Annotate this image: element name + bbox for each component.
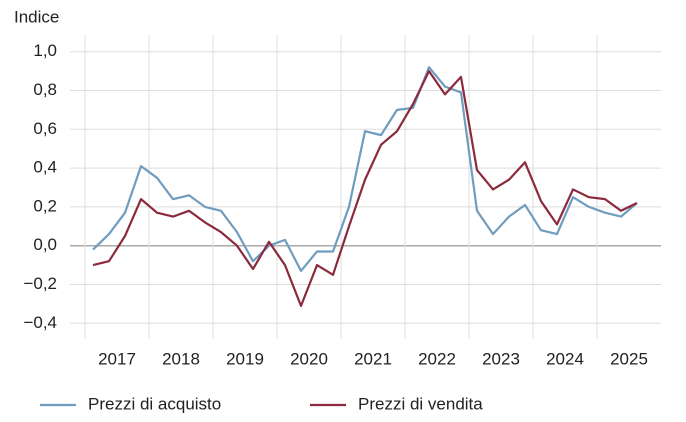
y-tick-label: 0,0 [33, 235, 57, 254]
x-tick-label: 2020 [290, 349, 328, 368]
legend-label: Prezzi di vendita [358, 394, 483, 413]
legend-label: Prezzi di acquisto [88, 394, 221, 413]
x-tick-label: 2017 [98, 349, 136, 368]
y-tick-label: 0,2 [33, 196, 57, 215]
y-tick-label: −0,2 [23, 274, 57, 293]
x-tick-label: 2024 [546, 349, 584, 368]
y-tick-label: 1,0 [33, 41, 57, 60]
x-tick-label: 2021 [354, 349, 392, 368]
y-axis-label: Indice [14, 7, 59, 26]
x-tick-label: 2022 [418, 349, 456, 368]
x-tick-label: 2025 [610, 349, 648, 368]
y-tick-label: −0,4 [23, 313, 57, 332]
x-tick-label: 2019 [226, 349, 264, 368]
y-tick-label: 0,8 [33, 80, 57, 99]
series-line [92, 69, 638, 307]
series-line [92, 66, 638, 273]
x-tick-label: 2018 [162, 349, 200, 368]
y-tick-label: 0,4 [33, 158, 57, 177]
y-tick-label: 0,6 [33, 119, 57, 138]
x-tick-label: 2023 [482, 349, 520, 368]
